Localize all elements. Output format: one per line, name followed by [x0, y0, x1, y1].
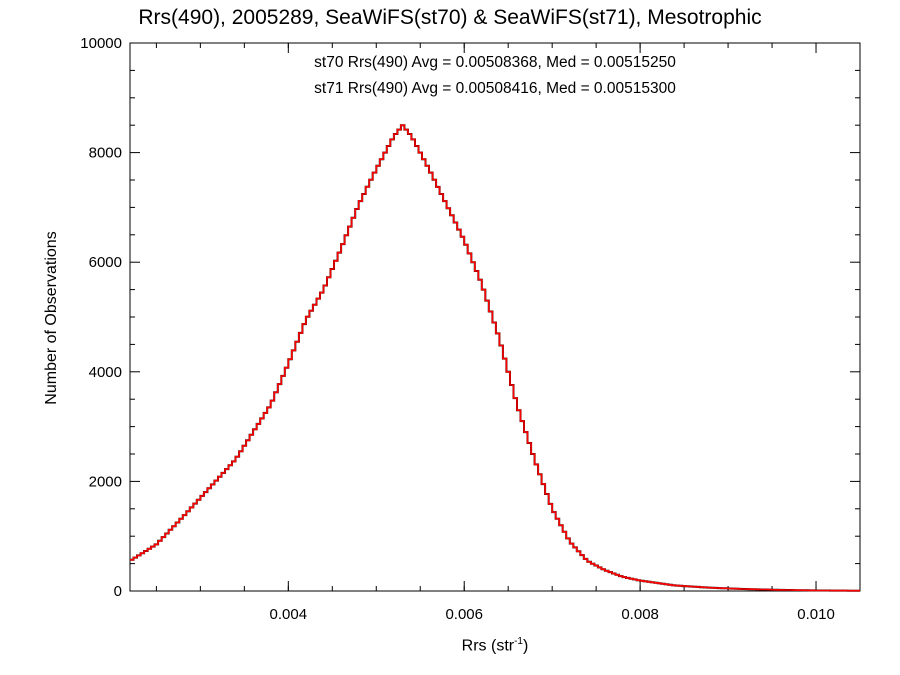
plot-frame	[129, 42, 861, 592]
x-tick-label: 0.006	[445, 606, 483, 623]
x-axis-label-sup: -1	[514, 636, 523, 647]
y-tick-label: 4000	[89, 364, 122, 381]
x-tick-label: 0.010	[797, 606, 835, 623]
annotation-st71: st71 Rrs(490) Avg = 0.00508416, Med = 0.…	[314, 80, 676, 97]
series-st70-line	[130, 124, 860, 592]
y-tick-label: 6000	[89, 254, 122, 271]
x-axis-label-main: Rrs (str	[461, 637, 515, 655]
y-tick-label: 8000	[89, 145, 122, 162]
x-axis-label-close: )	[523, 637, 529, 655]
y-tick-label: 0	[114, 583, 122, 600]
x-tick-label: 0.004	[270, 606, 308, 623]
annotation-st70: st70 Rrs(490) Avg = 0.00508368, Med = 0.…	[314, 54, 676, 71]
chart-title: Rrs(490), 2005289, SeaWiFS(st70) & SeaWi…	[138, 6, 762, 29]
x-axis-label: Rrs (str-1)	[0, 636, 900, 655]
x-tick-label: 0.008	[621, 606, 659, 623]
y-tick-label: 2000	[89, 473, 122, 490]
series-st71-line	[130, 124, 860, 592]
y-tick-label: 10000	[80, 35, 122, 52]
y-axis-label: Number of Observations	[43, 231, 60, 405]
